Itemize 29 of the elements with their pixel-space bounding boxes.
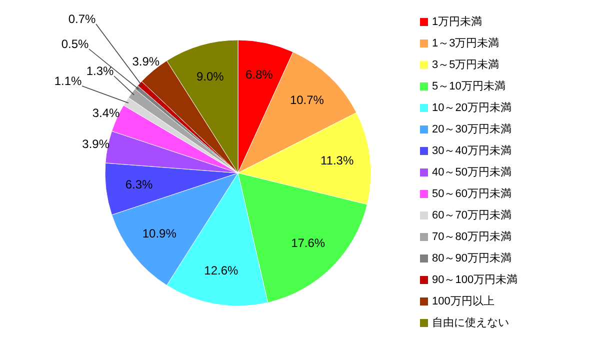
legend-label: 20～30万円未満	[432, 122, 512, 136]
legend-label: 60～70万円未満	[432, 208, 512, 222]
data-label: 3.4%	[92, 106, 120, 120]
data-label: 1.3%	[86, 64, 114, 78]
legend-label: 30～40万円未満	[432, 144, 512, 157]
data-label: 3.9%	[132, 54, 160, 69]
legend-label: 10～20万円未満	[432, 100, 512, 114]
data-label: 12.6%	[204, 263, 238, 278]
legend-label: 1～3万円未満	[432, 36, 500, 50]
legend-label: 70～80万円未満	[432, 230, 512, 243]
data-label: 11.3%	[320, 154, 354, 168]
data-label: 0.7%	[68, 12, 96, 26]
data-label: 6.8%	[245, 68, 274, 82]
data-label: 6.3%	[125, 177, 153, 192]
data-label: 10.7%	[290, 93, 324, 108]
legend-label: 自由に使えない	[432, 316, 509, 329]
legend-label: 5～10万円未満	[432, 79, 506, 92]
data-label: 1.1%	[54, 74, 82, 88]
legend-label: 50～60万円未満	[432, 186, 512, 200]
legend-label: 40～50万円未満	[432, 165, 512, 178]
legend-label: 80～90万円未満	[432, 251, 512, 264]
data-label: 17.6%	[291, 236, 326, 250]
data-label: 9.0%	[196, 69, 224, 84]
data-label: 0.5%	[61, 37, 89, 52]
legend-label: 90～100万円未満	[432, 272, 518, 286]
legend-label: 1万円未満	[432, 14, 482, 28]
legend-label: 100万円以上	[432, 294, 494, 308]
data-label: 10.9%	[142, 226, 177, 241]
legend-label: 3～5万円未満	[432, 58, 500, 71]
